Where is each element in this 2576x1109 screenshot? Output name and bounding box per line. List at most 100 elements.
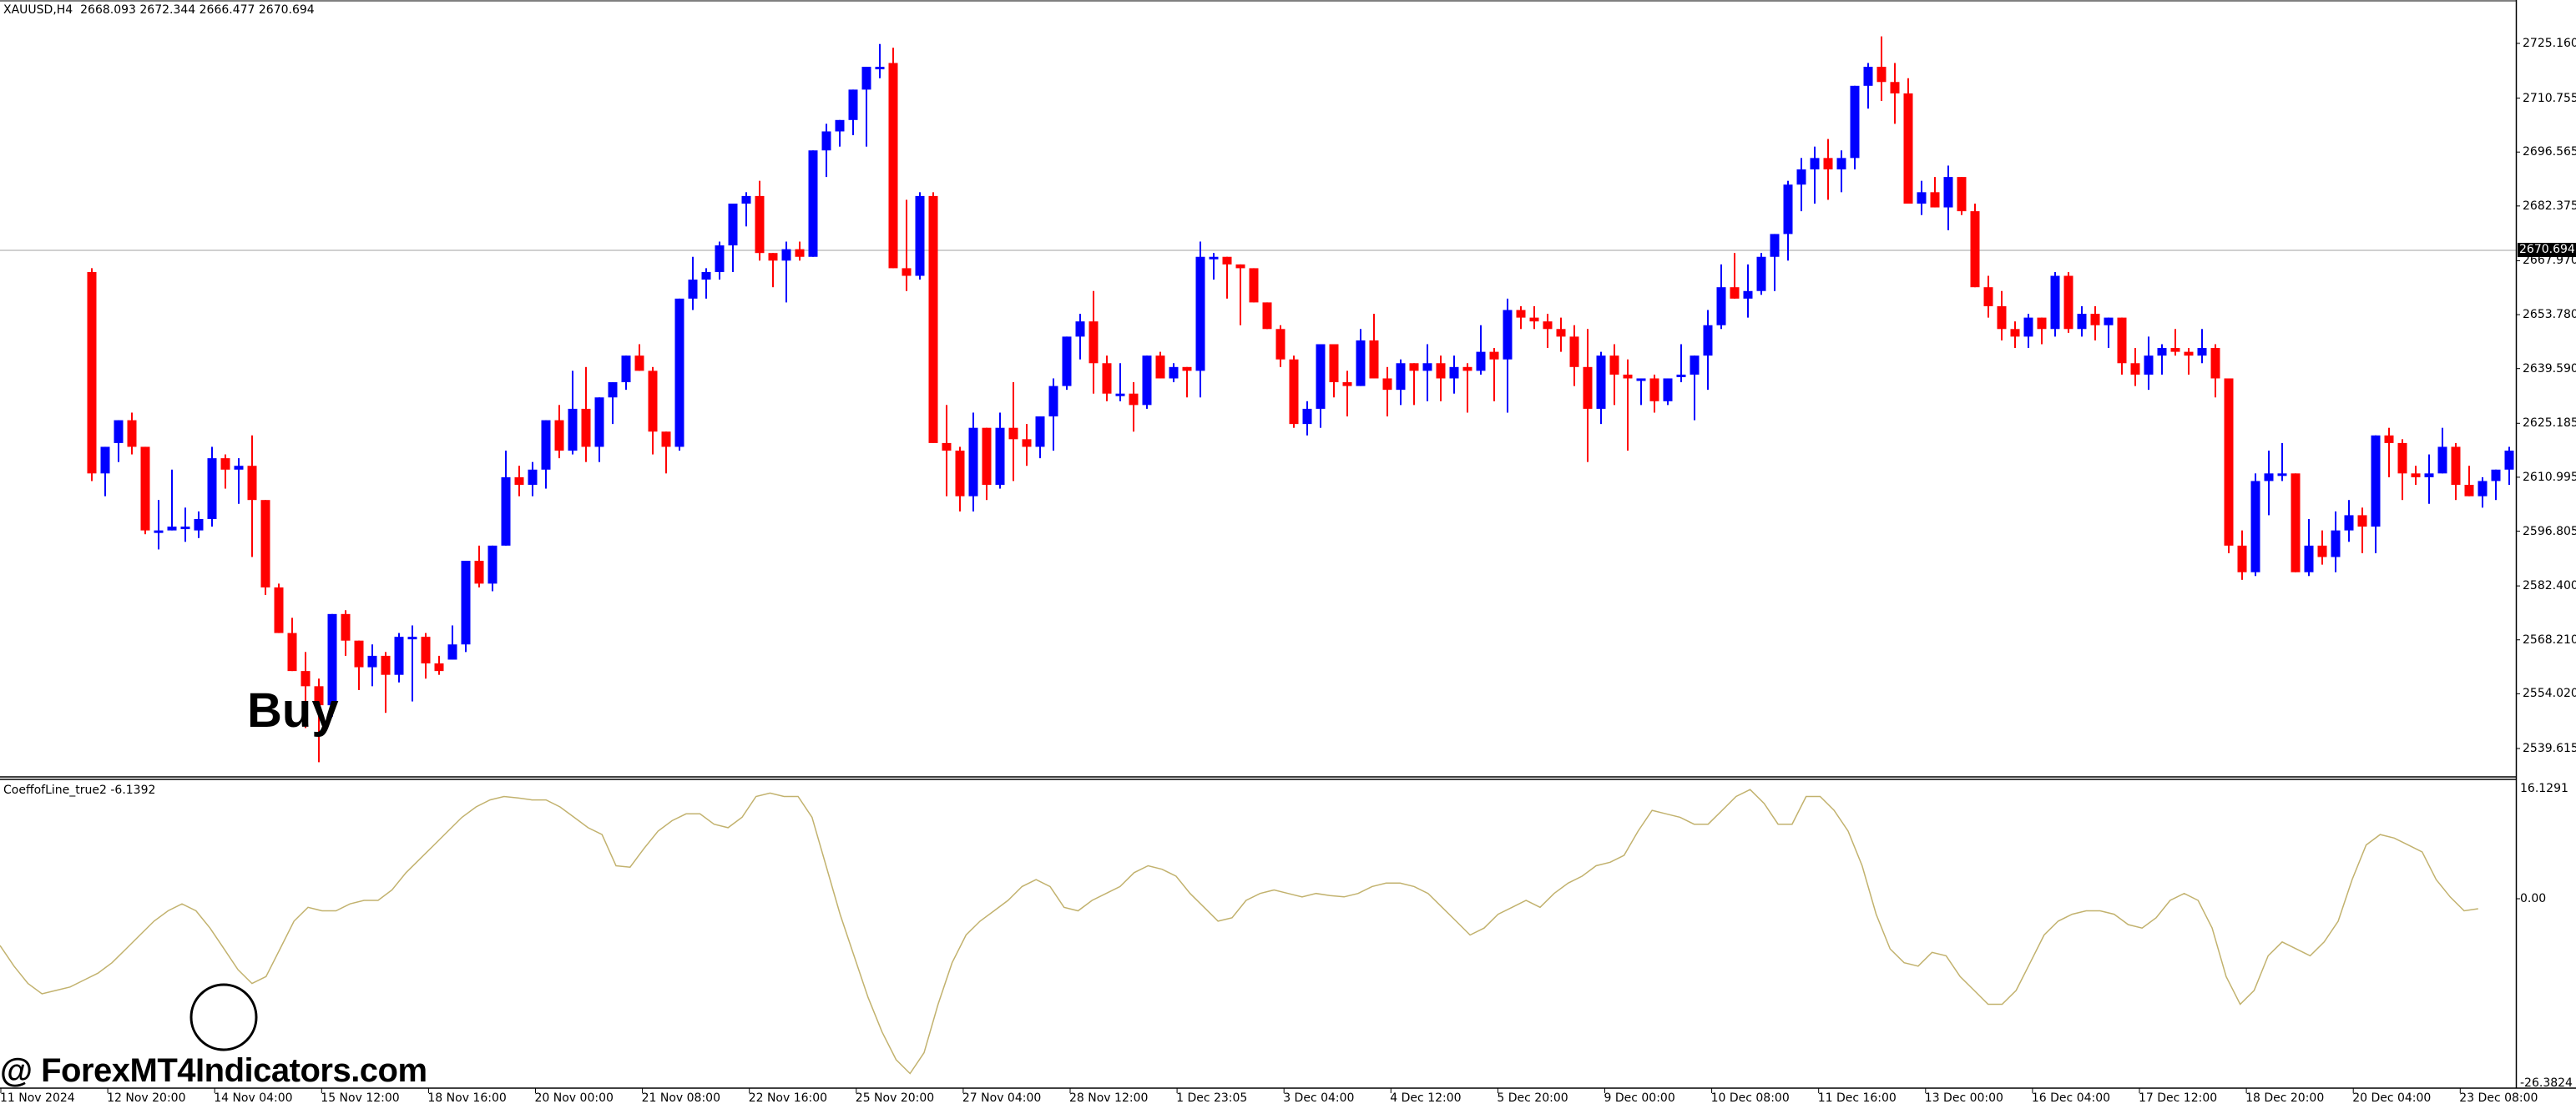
candle [2063,271,2073,333]
candle [1663,378,1673,406]
candle [220,454,230,489]
candle [2357,507,2367,553]
time-tick-label: 4 Dec 12:00 [1390,1091,1462,1105]
candle [1382,366,1392,417]
time-tick-label: 22 Nov 16:00 [748,1091,828,1105]
candle [2050,271,2060,337]
candle [514,466,524,497]
candle [688,256,698,310]
candle [260,500,270,596]
candle [1035,416,1045,459]
candle [154,500,164,550]
candle [2331,511,2341,572]
candle [1356,329,1366,386]
candle [1636,378,1646,406]
indicator-label: CoeffofLine_true2 -6.1392 [3,784,156,797]
candle [461,561,471,653]
time-tick-label: 20 Dec 04:00 [2352,1091,2432,1105]
candle [875,43,885,78]
candle [421,633,431,679]
candle [942,405,952,497]
candle [795,241,805,261]
candle [2491,469,2501,501]
candle [2277,442,2287,481]
candle [2478,476,2488,508]
candle [1422,344,1432,401]
candle [114,420,124,462]
candle [1222,256,1232,299]
candle [861,67,871,147]
candle [2130,348,2140,386]
candle [1876,36,1887,102]
price-tick-label: 2710.755 [2523,91,2576,105]
candle [1102,355,1112,401]
candle [180,507,190,542]
candle [1903,78,1913,204]
candle [2371,435,2381,553]
price-tick-label: 2682.375 [2523,199,2576,213]
candle [1836,150,1846,193]
time-tick-label: 21 Nov 08:00 [641,1091,720,1105]
candle [955,446,965,512]
candle [2504,446,2514,485]
price-tick-label: 2568.210 [2523,633,2576,647]
candle [1649,374,1659,413]
candle [2010,321,2020,349]
candle [327,613,337,717]
symbol-header: XAUUSD,H4 2668.093 2672.344 2666.477 267… [3,3,315,17]
candle [1209,253,1219,280]
candle [2304,518,2314,577]
time-tick-label: 25 Nov 20:00 [855,1091,935,1105]
candle [1890,63,1900,124]
current-price-badge: 2670.694 [2518,243,2576,257]
time-tick-label: 17 Dec 12:00 [2139,1091,2218,1105]
candle [728,203,738,272]
candle [1970,203,1980,288]
candle [2023,314,2033,349]
candle [2237,530,2247,580]
candle [1850,85,1860,170]
price-tick-label: 2625.185 [2523,416,2576,431]
candle [2144,336,2154,391]
price-tick-label: 2653.780 [2523,308,2576,322]
candle [1609,344,1619,406]
candle [581,366,591,462]
candle [621,355,631,391]
candle [928,192,938,443]
candle [1796,158,1806,212]
time-axis-ticks [0,1088,2461,1093]
candle [674,298,684,451]
time-tick-label: 13 Dec 00:00 [1924,1091,2003,1105]
candle [2037,317,2047,345]
price-tick-label: 2554.020 [2523,687,2576,701]
candle [1008,382,1018,481]
candle [1943,165,1953,230]
candle [1249,268,1259,303]
candle [1275,325,1285,367]
candle [1489,348,1499,401]
candle [1289,355,1299,428]
candle [1756,253,1766,295]
candle [367,644,377,687]
time-tick-label: 11 Nov 2024 [0,1091,75,1105]
candle [1529,305,1539,330]
candle [1676,344,1686,383]
candle [2117,317,2127,375]
candle [2170,329,2180,356]
candle [314,678,324,763]
candle [1262,302,1272,330]
candle [808,150,818,257]
candlestick-series [87,36,2514,763]
price-tick-label: 2725.160 [2523,37,2576,50]
candle [1182,366,1192,398]
candle [1115,363,1125,401]
candle [915,192,925,280]
candle [1075,314,1085,360]
candle [2464,466,2474,497]
candle [1516,305,1526,330]
candle [487,545,498,592]
candle [1169,363,1179,383]
candle [301,652,311,728]
time-tick-label: 18 Dec 20:00 [2245,1091,2325,1105]
